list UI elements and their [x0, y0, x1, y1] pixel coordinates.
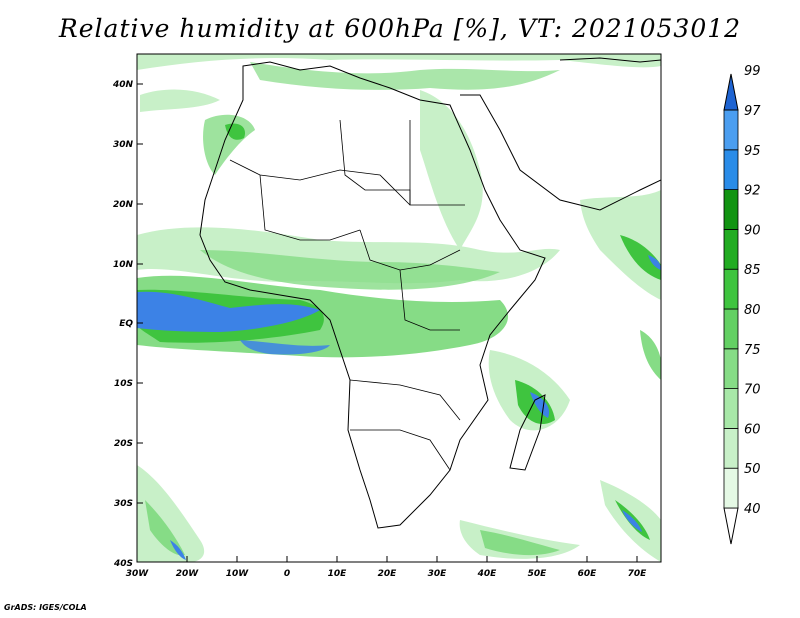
colorbar-segment	[723, 268, 739, 310]
colorbar-segment	[723, 149, 739, 191]
colorbar-segment	[723, 73, 739, 111]
lon-label-10e: 10E	[328, 569, 348, 579]
tick-marks	[137, 83, 638, 562]
lon-label-0: 0	[284, 569, 290, 579]
colorbar-segment	[723, 388, 739, 429]
lon-label-20w: 20W	[176, 569, 200, 579]
humidity-field	[137, 54, 661, 562]
colorbar: 40 50 60 70 75 80 85 90 92 95 97 99	[723, 64, 761, 545]
lat-label-40n: 40N	[112, 80, 134, 90]
lat-label-30s: 30S	[114, 499, 133, 509]
lat-label-20s: 20S	[114, 439, 133, 449]
lat-labels: 40N 30N 20N 10N EQ 10S 20S 30S 40S	[112, 80, 134, 569]
lat-label-40s: 40S	[113, 559, 133, 569]
lat-label-eq: EQ	[119, 319, 133, 329]
lon-label-70e: 70E	[628, 569, 648, 579]
lat-label-10s: 10S	[114, 379, 133, 389]
lon-label-60e: 60E	[578, 569, 598, 579]
lon-label-30e: 30E	[428, 569, 448, 579]
colorbar-label: 99	[744, 64, 761, 79]
lat-label-30n: 30N	[113, 140, 134, 150]
lat-label-10n: 10N	[113, 260, 134, 270]
colorbar-segment	[723, 189, 739, 230]
colorbar-segment	[723, 348, 739, 389]
map-frame	[136, 53, 662, 563]
country-borders	[229, 119, 465, 471]
colorbar-label: 85	[744, 263, 761, 278]
colorbar-segment	[723, 228, 739, 270]
colorbar-label: 90	[744, 223, 761, 238]
colorbar-label: 97	[744, 104, 761, 119]
lat-label-20n: 20N	[113, 200, 134, 210]
colorbar-segment	[723, 427, 739, 469]
lon-labels: 30W 20W 10W 0 10E 20E 30E 40E 50E 60E 70…	[126, 569, 647, 579]
colorbar-label: 75	[744, 343, 761, 358]
colorbar-label: 60	[744, 422, 761, 437]
lon-label-50e: 50E	[528, 569, 548, 579]
lon-label-20e: 20E	[378, 569, 398, 579]
chart-title: Relative humidity at 600hPa [%], VT: 202…	[58, 14, 742, 43]
colorbar-segment	[723, 308, 739, 350]
lon-label-40e: 40E	[477, 569, 498, 579]
colorbar-label: 92	[744, 184, 761, 199]
colorbar-label: 80	[744, 303, 761, 318]
lon-label-10w: 10W	[226, 569, 250, 579]
colorbar-segment	[723, 507, 739, 545]
colorbar-segment	[723, 109, 739, 151]
footer-credit: GrADS: IGES/COLA	[4, 603, 87, 612]
lon-label-30w: 30W	[126, 569, 150, 579]
colorbar-segment	[723, 467, 739, 509]
colorbar-label: 70	[744, 383, 761, 398]
colorbar-label: 50	[744, 462, 761, 477]
colorbar-label: 95	[744, 144, 761, 159]
colorbar-label: 40	[744, 502, 761, 517]
coastlines	[199, 57, 661, 529]
